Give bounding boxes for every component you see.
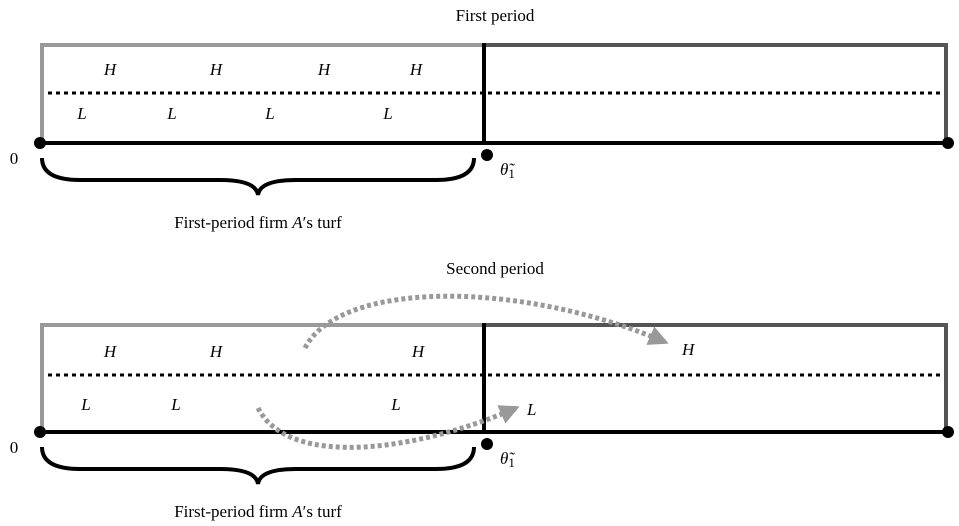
threshold-subscript: 1	[508, 455, 515, 470]
turf-label: First-period firm A′s turf	[174, 502, 342, 521]
l-label: L	[382, 104, 392, 123]
turf-prefix: First-period firm	[174, 502, 292, 521]
turf-prefix: First-period firm	[174, 213, 292, 232]
turf-suffix: ′s turf	[303, 213, 342, 232]
moved-label: L	[526, 400, 536, 419]
moved-label: H	[681, 340, 696, 359]
h-label: H	[103, 60, 118, 79]
turf-suffix: ′s turf	[303, 502, 342, 521]
h-label: H	[209, 342, 224, 361]
l-label: L	[166, 104, 176, 123]
threshold-label: θ̃1	[500, 449, 515, 470]
axis-dot	[34, 426, 46, 438]
switch-arrow-l	[255, 405, 520, 450]
h-label: H	[411, 342, 426, 361]
l-label: L	[80, 395, 90, 414]
h-label: H	[409, 60, 424, 79]
axis-dot	[34, 137, 46, 149]
l-label: L	[76, 104, 86, 123]
right-box	[484, 323, 948, 432]
threshold-dot	[481, 438, 493, 450]
panel-title: Second period	[446, 259, 544, 278]
left-box	[40, 43, 484, 143]
h-label: H	[209, 60, 224, 79]
l-label: L	[264, 104, 274, 123]
panel-title: First period	[456, 6, 535, 25]
left-box	[40, 323, 484, 432]
h-label: H	[317, 60, 332, 79]
turf-brace	[40, 446, 476, 485]
h-label: H	[103, 342, 118, 361]
threshold-label: θ̃1	[500, 160, 515, 181]
turf-firm: A	[291, 213, 303, 232]
origin-label: 0	[10, 438, 19, 457]
origin-label: 0	[10, 149, 19, 168]
l-label: L	[390, 395, 400, 414]
turf-label: First-period firm A′s turf	[174, 213, 342, 232]
l-label: L	[170, 395, 180, 414]
threshold-dot	[481, 149, 493, 161]
right-box	[484, 43, 948, 143]
turf-brace	[40, 157, 476, 196]
axis-dot	[942, 426, 954, 438]
threshold-subscript: 1	[508, 166, 515, 181]
switch-arrow-h	[302, 293, 669, 350]
axis-dot	[942, 137, 954, 149]
turf-firm: A	[291, 502, 303, 521]
